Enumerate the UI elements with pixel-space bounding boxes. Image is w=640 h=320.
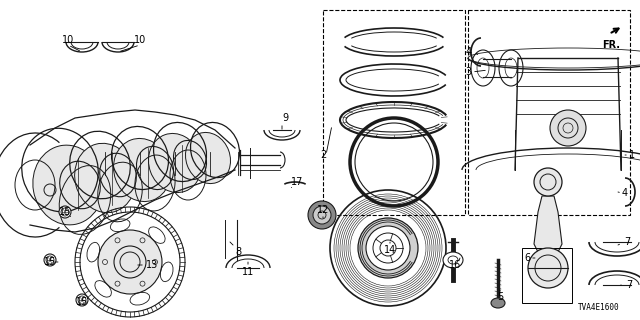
- Text: 10: 10: [62, 35, 74, 45]
- Circle shape: [550, 110, 586, 146]
- Ellipse shape: [33, 145, 103, 225]
- Circle shape: [76, 294, 88, 306]
- Circle shape: [44, 254, 56, 266]
- Circle shape: [366, 226, 410, 270]
- Text: 7: 7: [624, 237, 630, 247]
- Text: 15: 15: [76, 297, 88, 307]
- Text: 12: 12: [317, 205, 329, 215]
- Text: 7: 7: [626, 280, 632, 290]
- Ellipse shape: [443, 252, 463, 268]
- Ellipse shape: [148, 133, 202, 193]
- Text: FR.: FR.: [602, 40, 620, 50]
- Circle shape: [528, 248, 568, 288]
- Text: 6: 6: [524, 253, 530, 263]
- Text: 15: 15: [59, 207, 71, 217]
- Ellipse shape: [186, 132, 230, 184]
- Bar: [468, 10, 630, 215]
- Bar: [323, 10, 465, 215]
- Text: 16: 16: [449, 260, 461, 270]
- Bar: [522, 248, 572, 303]
- Text: TVA4E1600: TVA4E1600: [579, 303, 620, 312]
- Text: 17: 17: [291, 177, 303, 187]
- Circle shape: [313, 206, 331, 224]
- Circle shape: [308, 201, 336, 229]
- Ellipse shape: [113, 139, 170, 202]
- Circle shape: [59, 206, 71, 218]
- Circle shape: [98, 230, 162, 294]
- Circle shape: [358, 218, 418, 278]
- Text: 2: 2: [320, 150, 326, 160]
- Text: 5: 5: [497, 292, 503, 302]
- Text: 10: 10: [134, 35, 146, 45]
- Polygon shape: [534, 196, 562, 256]
- Ellipse shape: [75, 143, 136, 213]
- Circle shape: [534, 168, 562, 196]
- Text: 4: 4: [466, 47, 472, 57]
- Text: 9: 9: [282, 113, 288, 123]
- Text: 14: 14: [384, 245, 396, 255]
- Text: 1: 1: [629, 150, 635, 160]
- Text: 4: 4: [622, 188, 628, 198]
- Text: 15: 15: [44, 257, 56, 267]
- Ellipse shape: [491, 298, 505, 308]
- Text: 8: 8: [235, 247, 241, 257]
- Text: 11: 11: [242, 267, 254, 277]
- Text: 13: 13: [146, 260, 158, 270]
- Text: 3: 3: [465, 67, 471, 77]
